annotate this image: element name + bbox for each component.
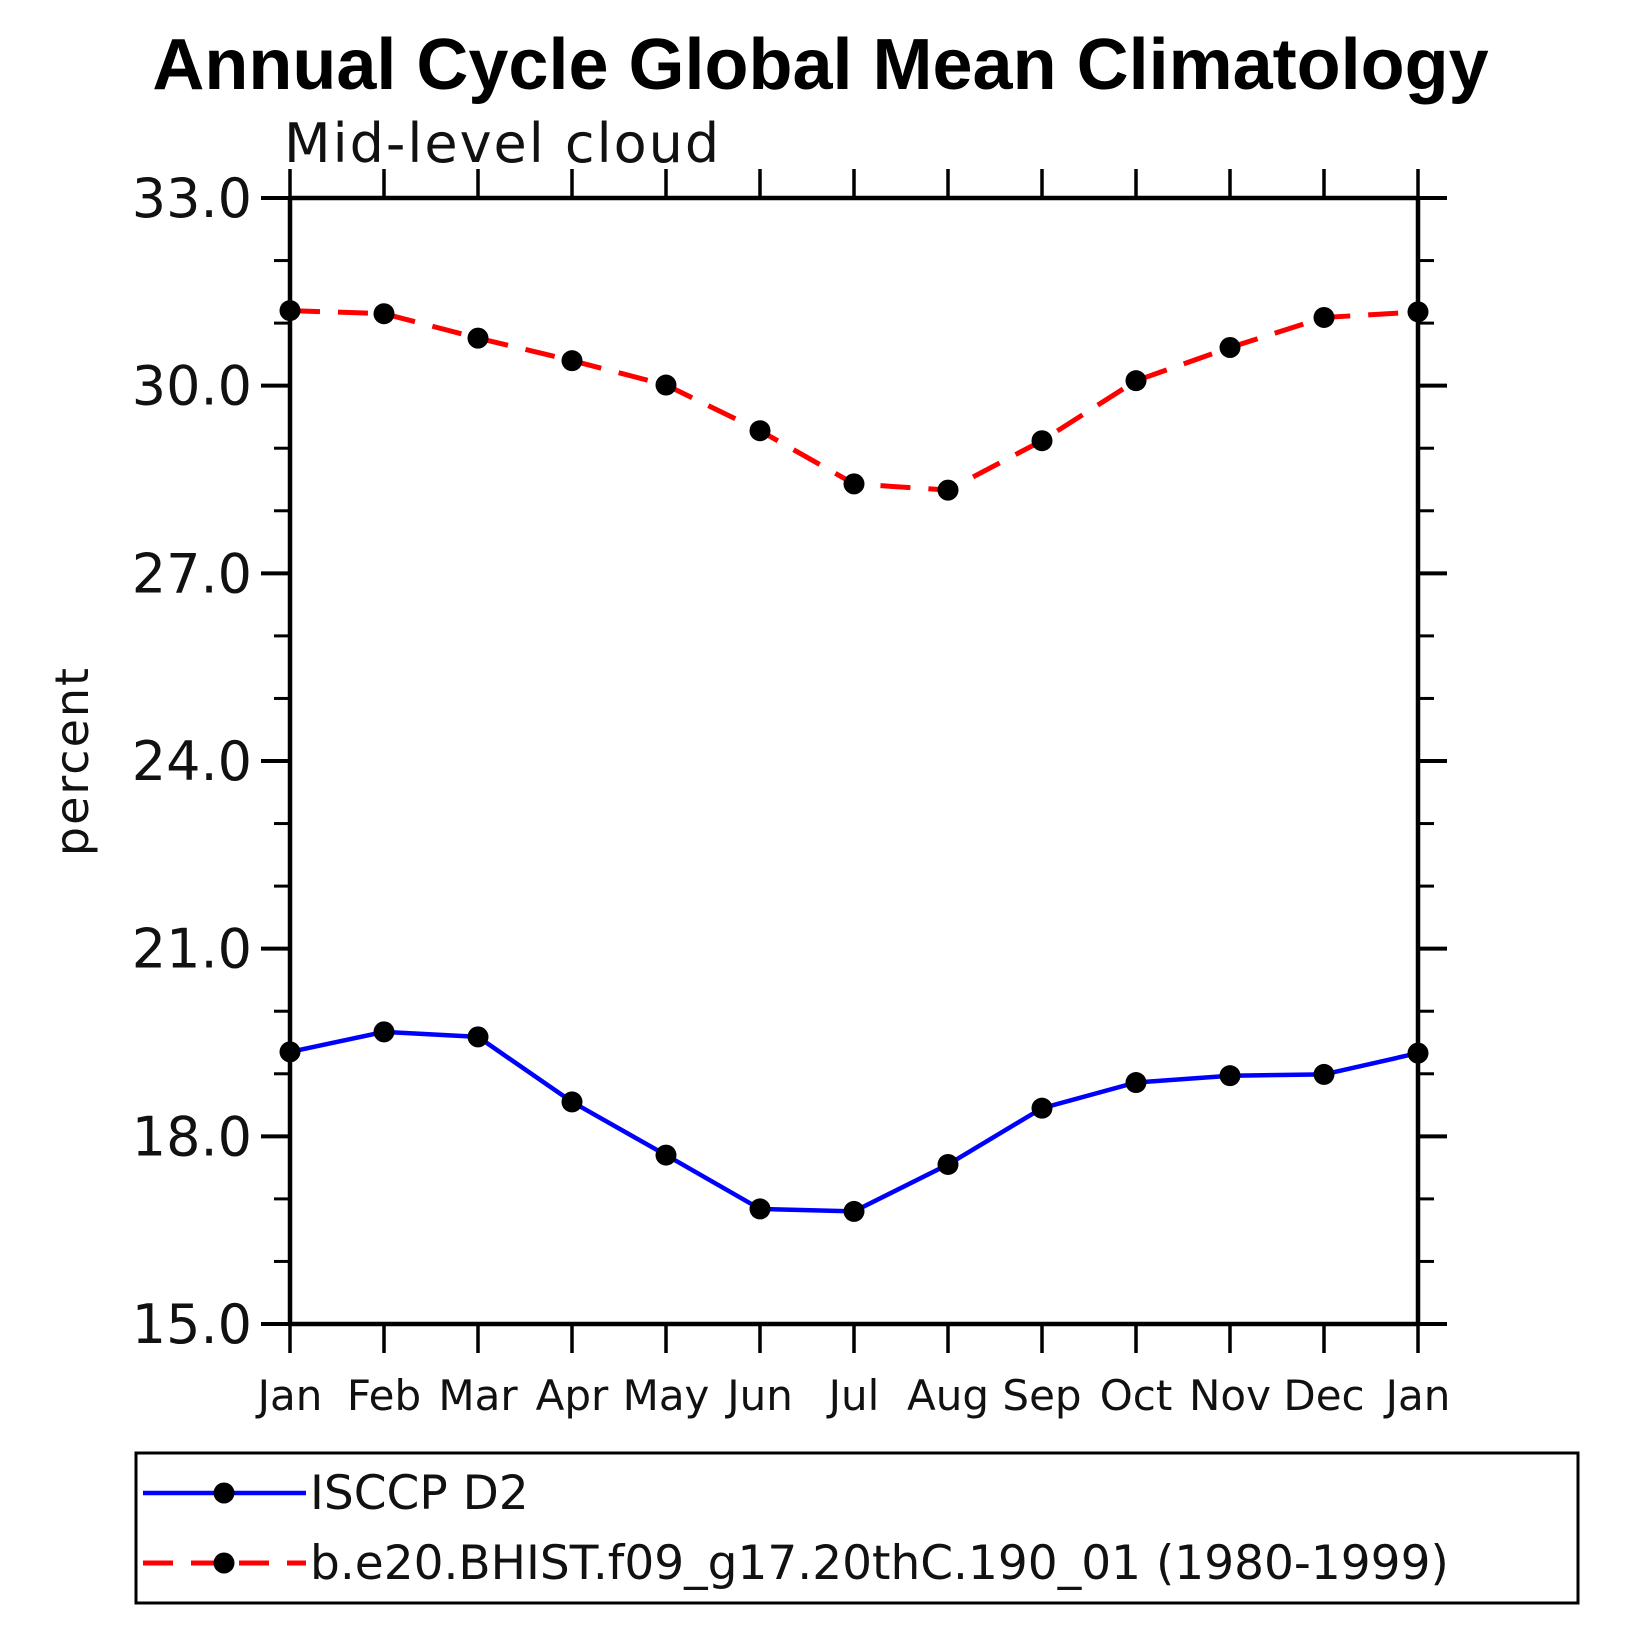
chart-subtitle: Mid-level cloud: [284, 112, 722, 175]
data-point-marker: [749, 1198, 771, 1220]
y-tick-label: 24.0: [132, 730, 252, 793]
data-point-marker: [655, 1144, 677, 1166]
y-tick-label: 33.0: [132, 167, 252, 230]
data-point-marker: [655, 374, 677, 396]
y-tick-label: 15.0: [132, 1293, 252, 1356]
x-tick-label: Aug: [907, 1371, 989, 1420]
data-point-marker: [279, 1041, 301, 1063]
data-point-marker: [1125, 370, 1147, 392]
chart-title: Annual Cycle Global Mean Climatology: [152, 25, 1489, 105]
data-point-marker: [1031, 430, 1053, 452]
y-tick-label: 30.0: [132, 355, 252, 418]
y-tick-label: 21.0: [132, 918, 252, 981]
x-tick-label: May: [623, 1371, 710, 1420]
x-tick-label: Jul: [826, 1371, 880, 1420]
x-tick-label: Apr: [536, 1371, 609, 1420]
legend-label: b.e20.BHIST.f09_g17.20thC.190_01 (1980-1…: [310, 1536, 1449, 1591]
legend-marker: [213, 1482, 235, 1504]
x-tick-label: Jan: [1383, 1371, 1451, 1420]
data-point-marker: [561, 1091, 583, 1113]
x-tick-label: Jun: [724, 1371, 793, 1420]
data-point-marker: [1407, 301, 1429, 323]
data-point-marker: [843, 1200, 865, 1222]
data-point-marker: [467, 1026, 489, 1048]
data-point-marker: [1219, 1065, 1241, 1087]
data-point-marker: [843, 473, 865, 495]
data-point-marker: [1219, 337, 1241, 359]
data-point-marker: [937, 479, 959, 501]
x-tick-label: Jan: [255, 1371, 323, 1420]
legend-label: ISCCP D2: [310, 1466, 529, 1521]
data-point-marker: [373, 1021, 395, 1043]
y-tick-label: 27.0: [132, 542, 252, 605]
x-tick-label: Nov: [1189, 1371, 1271, 1420]
legend-marker: [213, 1552, 235, 1574]
y-axis-title: percent: [45, 666, 99, 856]
data-point-marker: [937, 1153, 959, 1175]
y-tick-label: 18.0: [132, 1105, 252, 1168]
legend-box: [134, 1451, 1580, 1605]
data-point-marker: [749, 420, 771, 442]
x-tick-label: Oct: [1100, 1371, 1173, 1420]
series-line-isccp-d2: [289, 1029, 1419, 1214]
data-point-marker: [373, 303, 395, 325]
x-tick-label: Sep: [1002, 1371, 1081, 1420]
data-point-marker: [1125, 1072, 1147, 1094]
data-point-marker: [467, 327, 489, 349]
data-point-marker: [1407, 1042, 1429, 1064]
data-point-marker: [561, 350, 583, 372]
x-tick-label: Feb: [347, 1371, 421, 1420]
data-point-marker: [1313, 1063, 1335, 1085]
data-point-marker: [1031, 1097, 1053, 1119]
data-point-marker: [1313, 306, 1335, 328]
x-tick-label: Mar: [438, 1371, 518, 1420]
series-line-model: [289, 308, 1419, 493]
x-tick-label: Dec: [1283, 1371, 1364, 1420]
data-point-marker: [279, 300, 301, 322]
